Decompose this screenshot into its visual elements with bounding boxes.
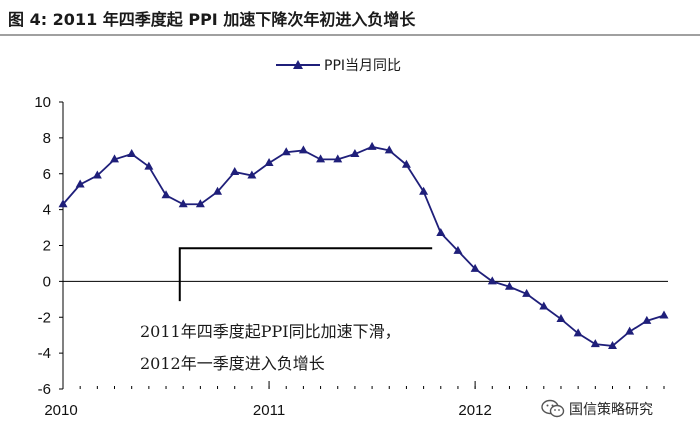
data-point-marker — [127, 149, 137, 158]
data-point-marker — [144, 161, 154, 170]
data-point-marker — [384, 145, 394, 154]
data-point-marker — [401, 159, 411, 168]
watermark-text: 国信策略研究 — [569, 402, 653, 418]
y-tick-label: 10 — [34, 94, 51, 111]
data-point-marker — [92, 170, 102, 179]
data-point-marker — [110, 154, 120, 163]
data-point-marker — [350, 149, 360, 158]
y-tick-label: 0 — [43, 273, 51, 290]
x-tick-label: 2010 — [44, 402, 77, 419]
y-tick-label: 6 — [43, 166, 51, 183]
annotation-bracket — [178, 247, 433, 302]
data-point-marker — [607, 340, 617, 349]
data-point-marker — [230, 166, 240, 175]
y-tick-label: 4 — [43, 202, 51, 219]
legend: PPI当月同比 — [276, 55, 401, 75]
data-point-marker — [316, 154, 326, 163]
data-point-marker — [419, 186, 429, 195]
annotation-line-2: 2012年一季度进入负增长 — [140, 354, 325, 373]
data-point-marker — [281, 147, 291, 156]
data-point-marker — [642, 315, 652, 324]
legend-swatch-icon — [276, 60, 320, 69]
title-divider — [0, 34, 700, 36]
y-tick-label: -6 — [38, 381, 51, 398]
annotation-bracket-line — [178, 247, 433, 302]
data-point-marker — [58, 199, 68, 208]
data-point-marker — [590, 339, 600, 348]
data-point-marker — [453, 245, 463, 254]
data-point-marker — [75, 179, 85, 188]
data-point-marker — [487, 276, 497, 285]
data-point-marker — [264, 157, 274, 166]
data-point-marker — [556, 314, 566, 323]
data-point-marker — [161, 190, 171, 199]
data-point-marker — [625, 326, 635, 335]
data-point-marker — [573, 328, 583, 337]
data-point-marker — [436, 227, 446, 236]
y-tick-label: -2 — [38, 309, 51, 326]
data-point-marker — [298, 145, 308, 154]
y-tick-label: 2 — [43, 238, 51, 255]
data-point-marker — [470, 263, 480, 272]
wechat-icon — [541, 399, 565, 418]
watermark: 国信策略研究 — [541, 398, 653, 420]
data-point-marker — [247, 170, 257, 179]
data-point-marker — [213, 186, 223, 195]
chart-axes: 10 8 6 4 2 0 -2 -4 -6 2010 2011 2012 — [34, 94, 668, 419]
data-point-marker — [367, 141, 377, 150]
data-point-marker — [195, 199, 205, 208]
data-point-marker — [659, 310, 669, 319]
x-tick-label: 2012 — [458, 402, 491, 419]
legend-label: PPI当月同比 — [324, 58, 402, 74]
x-tick-label: 2011 — [253, 402, 285, 419]
data-point-marker — [504, 281, 514, 290]
data-point-marker — [522, 288, 532, 297]
data-point-marker — [178, 199, 188, 208]
series-line — [62, 145, 665, 347]
annotation-line-1: 2011年四季度起PPI同比加速下滑， — [140, 322, 401, 341]
series-ppi — [58, 141, 669, 349]
data-point-marker — [539, 301, 549, 310]
data-point-marker — [333, 154, 343, 163]
figure-title-bar: 图 4: 2011 年四季度起 PPI 加速下降次年初进入负增长 — [0, 0, 700, 34]
y-tick-label: -4 — [38, 345, 51, 362]
figure-title: 图 4: 2011 年四季度起 PPI 加速下降次年初进入负增长 — [8, 10, 416, 29]
y-tick-label: 8 — [43, 130, 51, 147]
